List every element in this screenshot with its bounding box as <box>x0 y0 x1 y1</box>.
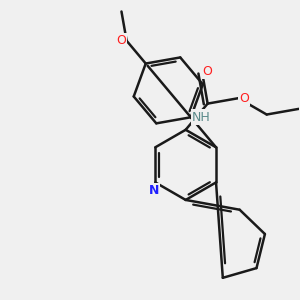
Text: NH: NH <box>192 110 211 124</box>
Text: O: O <box>116 34 126 47</box>
Text: O: O <box>202 65 212 78</box>
Text: O: O <box>239 92 249 105</box>
Text: N: N <box>148 184 159 197</box>
